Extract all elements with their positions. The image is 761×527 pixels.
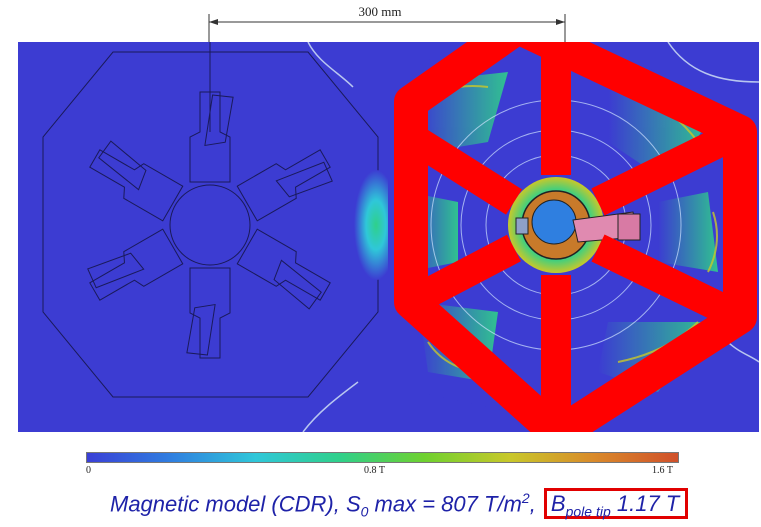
dimension-label: 300 mm (358, 4, 402, 19)
colorbar-mid-label: 0.8 T (364, 465, 385, 476)
colorbar-max-label: 1.6 T (652, 465, 673, 476)
caption-separator: , (529, 491, 542, 517)
caption-text: Magnetic model (CDR), S (110, 491, 361, 517)
caption-superscript: 2 (521, 490, 530, 506)
b-symbol: B (550, 491, 566, 517)
b-subscript: pole tip (565, 503, 611, 520)
caption-gradient: max = 807 T/m (368, 491, 522, 517)
b-value: 1.17 T (610, 491, 680, 517)
pole-tip-field-highlight: Bpole tip 1.17 T (543, 488, 689, 520)
magnetic-field-map (18, 42, 759, 432)
colorbar (86, 452, 679, 463)
flux-leakage-zone (354, 170, 398, 280)
red-overlay-hexagon (394, 42, 757, 432)
left-magnet-outline (42, 42, 379, 398)
figure-caption: Magnetic model (CDR), S0 max = 807 T/m2,… (110, 488, 689, 520)
colorbar-min-label: 0 (86, 465, 91, 476)
dimension-line (208, 14, 566, 42)
caption-subscript: 0 (360, 503, 369, 520)
vacuum-chamber (515, 190, 641, 260)
